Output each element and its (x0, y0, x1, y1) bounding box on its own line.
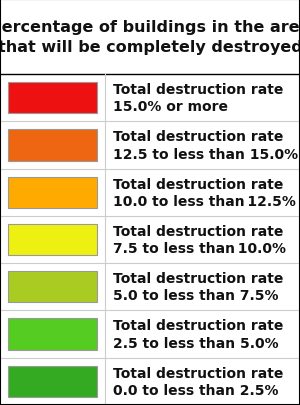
Text: Total destruction rate
0.0 to less than 2.5%: Total destruction rate 0.0 to less than … (113, 366, 284, 397)
Text: Total destruction rate
2.5 to less than 5.0%: Total destruction rate 2.5 to less than … (113, 319, 284, 350)
Text: Total destruction rate
7.5 to less than 10.0%: Total destruction rate 7.5 to less than … (113, 224, 286, 256)
Bar (8, 177, 97, 208)
Bar (8, 271, 97, 303)
Text: Total destruction rate
10.0 to less than 12.5%: Total destruction rate 10.0 to less than… (113, 177, 296, 208)
Bar (8, 224, 97, 256)
Text: Percentage of buildings in the area
that will be completely destroyed: Percentage of buildings in the area that… (0, 20, 300, 55)
Text: Total destruction rate
12.5 to less than 15.0%: Total destruction rate 12.5 to less than… (113, 130, 298, 161)
Bar (8, 366, 97, 397)
Bar (8, 319, 97, 350)
Text: Total destruction rate
15.0% or more: Total destruction rate 15.0% or more (113, 83, 284, 114)
Text: Total destruction rate
5.0 to less than 7.5%: Total destruction rate 5.0 to less than … (113, 271, 284, 303)
Bar (8, 130, 97, 161)
Bar (8, 83, 97, 114)
